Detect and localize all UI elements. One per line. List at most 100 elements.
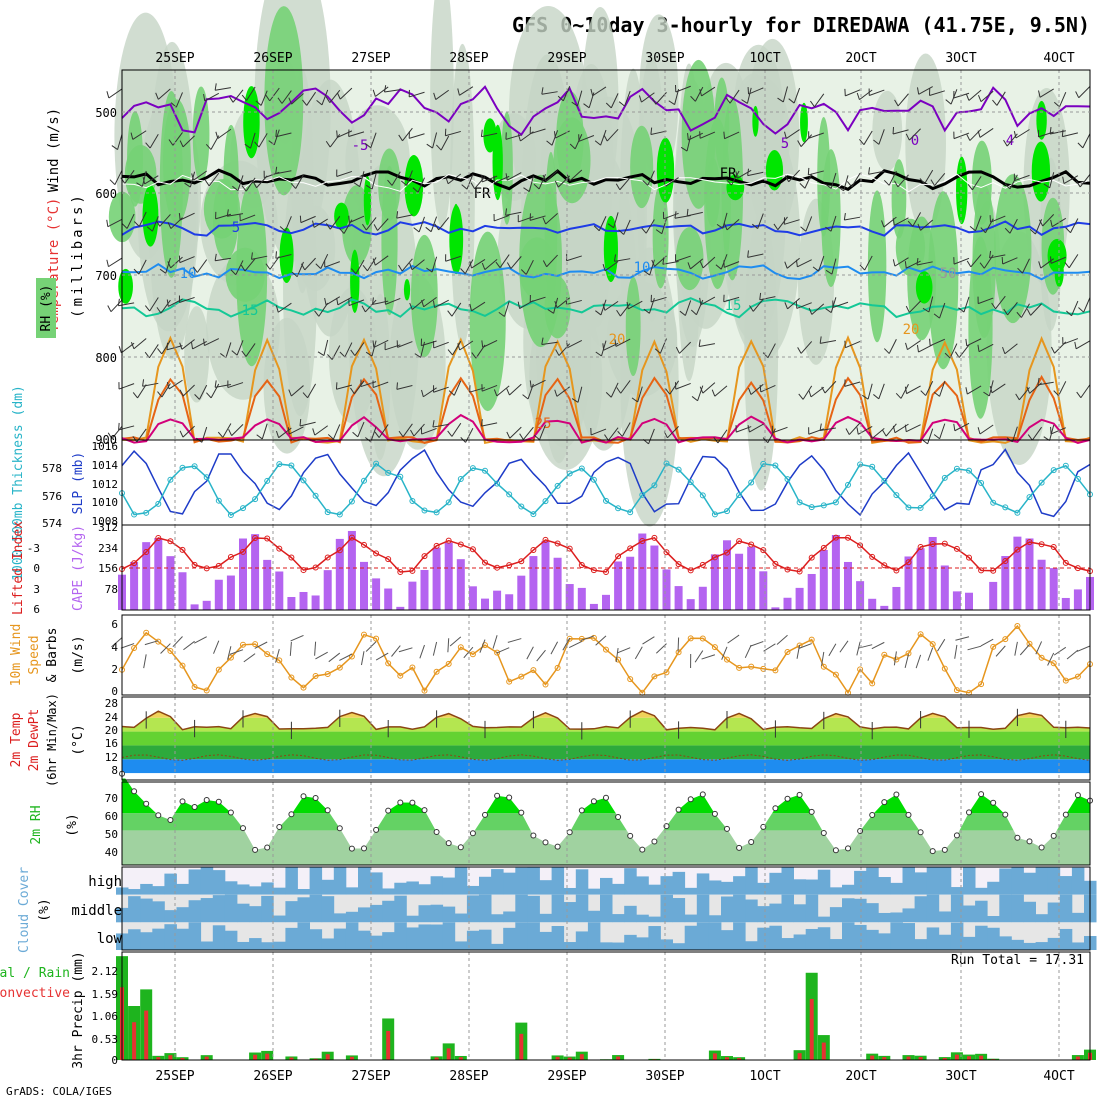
wind-barb	[971, 176, 982, 191]
wind-barb-feather	[120, 177, 126, 184]
thickness-marker	[361, 477, 367, 484]
wind-barb-feather	[106, 219, 109, 227]
wind-barb-feather	[690, 95, 696, 102]
cloud-bar	[309, 929, 323, 950]
wind-barb	[149, 344, 159, 359]
cape-bar	[638, 533, 647, 610]
cape-bar	[384, 588, 393, 610]
lifted-index-marker	[288, 554, 295, 561]
surface-wind-barb	[927, 647, 934, 661]
wind-barb-feather	[821, 386, 826, 394]
cloud-bar	[273, 915, 286, 923]
cloud-bar	[503, 872, 516, 895]
lifted-index-marker	[324, 554, 331, 561]
rh-shade-mid	[283, 158, 317, 417]
lifted-index-marker	[687, 567, 694, 574]
contour-label: 10	[180, 266, 197, 282]
wind-barb-feather	[916, 345, 919, 353]
wind-barb	[1078, 86, 1091, 99]
wind-barb-feather	[542, 260, 548, 267]
cloud-bar	[1011, 894, 1024, 923]
cape-bar	[529, 556, 538, 610]
wind-barb-feather	[595, 310, 602, 316]
wind-barb	[161, 340, 171, 355]
wind-barb	[590, 428, 607, 436]
contour-label: 0	[911, 133, 919, 149]
wind-barb-feather	[844, 340, 846, 348]
contour-label: 4	[1006, 133, 1014, 149]
lifted-index-marker	[457, 541, 464, 548]
wind-barb	[675, 85, 691, 93]
wind-barb-feather	[1013, 131, 1017, 139]
wind-barb-feather	[1026, 308, 1032, 316]
wind-barb	[337, 296, 353, 306]
cloud-bar	[854, 870, 867, 895]
wind-barb-feather	[533, 183, 540, 190]
wind-barb-feather	[523, 187, 530, 192]
thickness-marker	[348, 498, 355, 505]
cape-bar	[347, 530, 356, 610]
lifted-index-marker	[276, 545, 283, 552]
wind-barb-feather	[387, 179, 393, 186]
wind-barb-feather	[613, 254, 617, 262]
wind-barb	[1082, 133, 1091, 149]
cape-bar	[360, 561, 368, 610]
wind-barb-feather	[372, 258, 376, 266]
wind-barb	[378, 424, 389, 438]
rh-shade-bright	[915, 271, 933, 304]
wind-barb	[1011, 426, 1018, 443]
cloud-bar	[188, 869, 202, 895]
wind-barb-feather	[905, 305, 910, 313]
wind-barb	[1079, 173, 1091, 188]
wind-barb	[370, 132, 377, 148]
cloud-bar	[696, 873, 710, 895]
wind-ylabel-b: Speed	[27, 635, 42, 674]
thickness-marker	[978, 479, 985, 486]
wind-barb-feather	[413, 227, 420, 233]
wind-barb-feather	[1037, 377, 1040, 385]
temp-band	[122, 697, 1090, 704]
precip-conv-bar	[253, 1054, 258, 1060]
rh-marker	[1074, 792, 1081, 799]
wind-barb-feather	[228, 96, 234, 103]
precip-conv-bar	[446, 1048, 451, 1060]
wind-barb-feather	[895, 392, 902, 399]
contour-label: 20	[903, 322, 920, 338]
wind-barb-feather	[977, 344, 980, 352]
cloud-bar	[757, 906, 770, 923]
wind-barb	[746, 87, 752, 104]
wind-barb-feather	[204, 179, 210, 187]
lifted-index-marker	[542, 536, 549, 543]
wind-barb-feather	[784, 302, 788, 310]
wind-barb	[402, 423, 413, 438]
wind-barb-feather	[784, 175, 790, 182]
cloud-bar	[297, 922, 310, 950]
wind-barb	[907, 340, 921, 351]
cape-bar	[723, 540, 731, 610]
wind-barb-feather	[958, 307, 965, 313]
wind-barb	[300, 215, 316, 224]
cape-bar	[468, 586, 477, 610]
upper-ylabel-rh: RH (%)	[39, 285, 54, 332]
wind-barb	[607, 427, 619, 441]
wind-speed-marker	[711, 644, 718, 651]
wind-barb	[291, 93, 304, 105]
surface-wind-barb	[821, 651, 825, 666]
thickness-marker	[542, 498, 549, 505]
surface-wind-barb	[904, 654, 909, 668]
wind-barb	[482, 175, 498, 183]
wind-speed-marker	[542, 681, 549, 688]
wind-barb-feather	[255, 100, 262, 106]
surface-wind-barb	[595, 635, 607, 646]
wind-speed-marker	[1062, 677, 1069, 684]
wind-barb-feather	[825, 269, 833, 275]
rh-shade-bright	[1031, 141, 1051, 202]
cloud-bar	[769, 903, 782, 923]
wind-barb-feather	[156, 307, 162, 314]
wind-barb	[413, 423, 425, 437]
wind-barb-feather	[493, 175, 496, 183]
precip-conv-bar	[386, 1030, 391, 1060]
cloud-bar	[781, 894, 794, 923]
wind-barb	[464, 259, 474, 274]
thickness-marker	[203, 474, 210, 481]
